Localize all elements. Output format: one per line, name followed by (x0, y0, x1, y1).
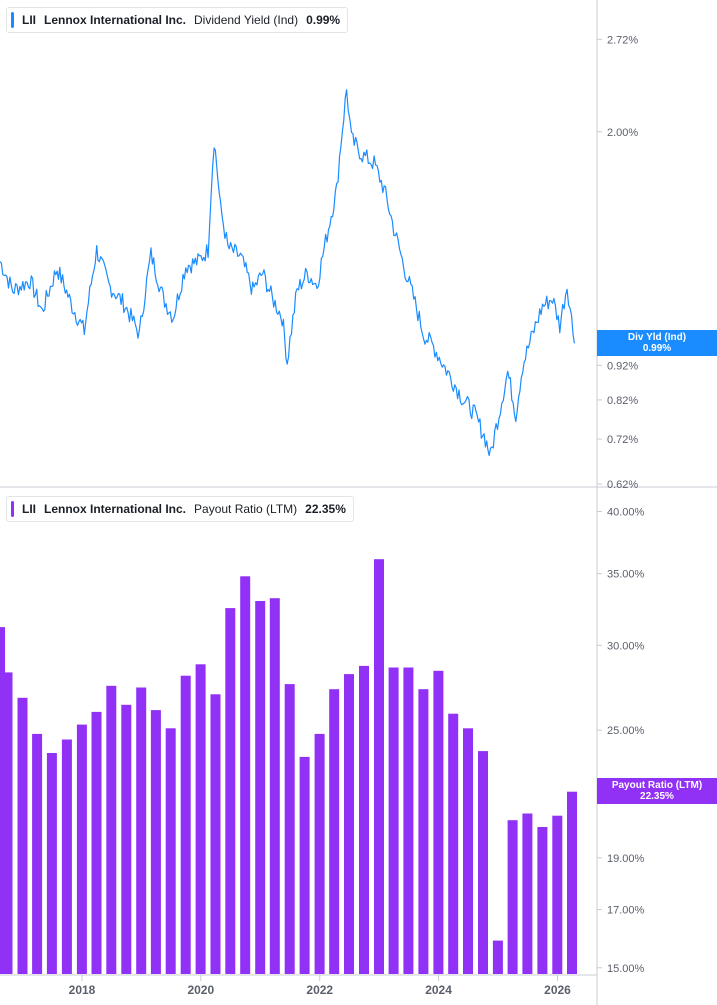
payout-tag-value: 22.35% (640, 791, 674, 802)
payout-bar[interactable] (91, 711, 102, 974)
payout-bar[interactable] (61, 739, 72, 975)
dividend-yield-plot (0, 89, 575, 457)
payout-ytick-label: 19.00% (607, 853, 645, 865)
payout-ytick-label: 40.00% (607, 506, 645, 518)
payout-bar[interactable] (403, 667, 414, 975)
yield-ytick-label: 0.72% (607, 434, 638, 446)
payout-bar[interactable] (255, 601, 266, 974)
yield-legend-metric: Dividend Yield (Ind) (194, 13, 299, 27)
yield-tag-value: 0.99% (642, 343, 672, 354)
payout-bar[interactable] (329, 689, 340, 974)
x-tick-label: 2018 (69, 983, 96, 997)
payout-bar[interactable] (492, 940, 503, 974)
payout-ytick-label: 15.00% (607, 963, 645, 975)
yield-line (0, 89, 575, 457)
yield-ytick-label: 0.82% (607, 395, 638, 407)
yield-ytick-label: 2.00% (607, 127, 638, 139)
yield-ytick-label: 0.62% (607, 479, 638, 491)
payout-bar[interactable] (32, 733, 43, 974)
payout-bar[interactable] (388, 667, 399, 975)
payout-ytick-label: 17.00% (607, 905, 645, 917)
x-tick-label: 2022 (306, 983, 333, 997)
payout-bar[interactable] (374, 559, 384, 974)
yield-legend-swatch (11, 12, 14, 28)
payout-bar[interactable] (359, 665, 369, 974)
yield-legend[interactable]: LII Lennox International Inc. Dividend Y… (6, 7, 349, 33)
payout-bar[interactable] (195, 664, 206, 974)
payout-bar[interactable] (17, 697, 28, 974)
payout-ytick-label: 25.00% (607, 725, 645, 737)
payout-bar[interactable] (210, 694, 221, 974)
payout-bar[interactable] (240, 576, 251, 974)
payout-bar[interactable] (150, 710, 161, 974)
payout-bar[interactable] (448, 713, 459, 974)
payout-bar[interactable] (165, 728, 176, 974)
x-tick-label: 2020 (187, 983, 214, 997)
payout-bar[interactable] (478, 751, 488, 974)
payout-bar[interactable] (344, 674, 354, 974)
payout-bar[interactable] (121, 704, 132, 974)
yield-value-tag: Div Yld (Ind) 0.99% (597, 330, 717, 356)
yield-legend-value: 0.99% (306, 13, 341, 27)
payout-bar[interactable] (299, 756, 310, 974)
payout-bar[interactable] (463, 728, 473, 974)
payout-bar[interactable] (106, 685, 117, 974)
payout-bar[interactable] (225, 608, 236, 974)
x-tick-label: 2024 (425, 983, 452, 997)
payout-legend-metric: Payout Ratio (LTM) (194, 502, 298, 516)
payout-bar[interactable] (136, 687, 147, 975)
payout-bar[interactable] (537, 827, 548, 974)
yield-legend-ticker: LII (22, 13, 36, 27)
payout-bar[interactable] (314, 733, 325, 974)
payout-bar[interactable] (76, 724, 87, 974)
payout-tag-label: Payout Ratio (LTM) (611, 780, 703, 791)
payout-bar[interactable] (180, 675, 191, 974)
payout-legend-company: Lennox International Inc. (44, 502, 187, 516)
payout-legend-value: 22.35% (305, 502, 346, 516)
payout-ytick-label: 35.00% (607, 569, 645, 581)
payout-value-tag: Payout Ratio (LTM) 22.35% (597, 778, 717, 804)
payout-bar[interactable] (46, 753, 57, 974)
payout-ytick-label: 30.00% (607, 640, 645, 652)
yield-ytick-label: 0.92% (607, 360, 638, 372)
payout-legend[interactable]: LII Lennox International Inc. Payout Rat… (6, 496, 354, 522)
x-tick-label: 2026 (544, 983, 571, 997)
payout-bar[interactable] (269, 598, 280, 974)
payout-legend-swatch (11, 501, 14, 517)
payout-bar[interactable] (2, 672, 13, 974)
payout-legend-ticker: LII (22, 502, 36, 516)
payout-bar[interactable] (567, 791, 577, 974)
payout-ratio-plot (0, 559, 577, 974)
payout-bar[interactable] (418, 689, 429, 974)
payout-bar[interactable] (284, 684, 295, 974)
payout-bar[interactable] (522, 813, 533, 975)
yield-tag-label: Div Yld (Ind) (627, 332, 687, 343)
payout-bar[interactable] (433, 670, 444, 974)
payout-bar[interactable] (507, 820, 518, 974)
yield-ytick-label: 2.72% (607, 34, 638, 46)
payout-bar[interactable] (552, 815, 563, 974)
yield-legend-company: Lennox International Inc. (44, 13, 187, 27)
